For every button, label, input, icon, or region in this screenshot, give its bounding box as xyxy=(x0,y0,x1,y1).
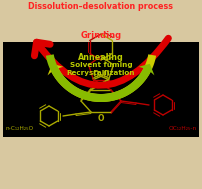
Text: n-C₁₂H₂₅O: n-C₁₂H₂₅O xyxy=(5,126,33,131)
Text: Solvent fuming: Solvent fuming xyxy=(70,62,132,68)
FancyArrowPatch shape xyxy=(34,38,168,85)
Text: Dissolution–desolvation process: Dissolution–desolvation process xyxy=(28,2,174,11)
Text: O: O xyxy=(102,70,109,79)
Polygon shape xyxy=(46,54,155,102)
Text: Recrystallization: Recrystallization xyxy=(67,70,135,76)
Bar xyxy=(3,42,199,137)
Text: O: O xyxy=(98,114,104,123)
Text: Grinding: Grinding xyxy=(80,32,122,40)
Text: O: O xyxy=(93,70,100,79)
Polygon shape xyxy=(47,54,156,102)
Text: OC₁₂H₂₅-n: OC₁₂H₂₅-n xyxy=(169,126,197,131)
Text: Annealing: Annealing xyxy=(78,53,124,62)
